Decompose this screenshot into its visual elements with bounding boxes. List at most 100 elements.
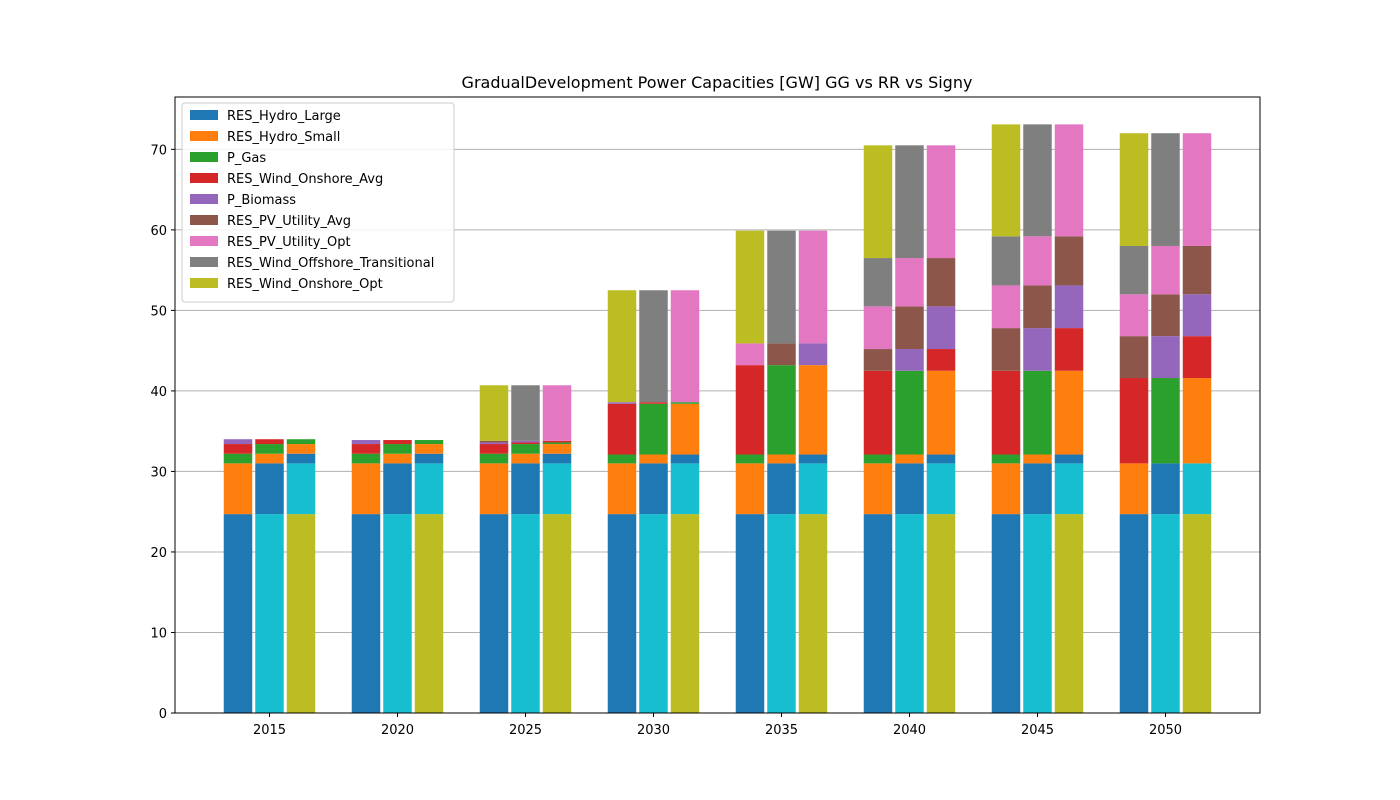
legend-label: RES_Wind_Offshore_Transitional [227,256,434,271]
legend-swatch [190,278,218,288]
y-tick-label: 0 [159,707,167,722]
bar-segment [1054,285,1084,329]
y-tick-label: 30 [150,465,167,480]
bar-segment [383,514,412,713]
bar-segment [926,514,956,713]
bar-segment [670,402,700,404]
bar-segment [1054,124,1084,237]
bar-segment [639,403,668,455]
bar-segment [479,385,509,441]
bar-segment [639,290,668,403]
bar-segment [351,463,381,515]
bar-segment [1023,454,1052,464]
x-tick-label: 2020 [381,723,414,738]
bar-group-2040 [863,145,956,713]
bar-segment [991,328,1021,371]
bar-segment [1151,133,1180,246]
bar-group-2025 [479,385,572,713]
bar-segment [542,440,572,443]
bar-group-2015 [223,439,316,713]
bar-segment [895,454,924,464]
legend-swatch [190,236,218,246]
legend-swatch [190,152,218,162]
bar-segment [639,454,668,464]
bar-segment [1182,378,1212,464]
x-tick-label: 2050 [1149,723,1182,738]
bar-segment [286,439,316,445]
bar-segment [351,514,381,713]
bar-segment [479,463,509,515]
bar-segment [286,444,316,454]
bar-segment [991,236,1021,286]
bar-segment [1151,294,1180,337]
bar-segment [735,365,765,455]
bar-segment [1182,294,1212,337]
bar-segment [414,514,444,713]
bar-segment [1182,336,1212,379]
bar-segment [607,454,637,464]
y-tick-label: 70 [150,143,167,158]
bar-segment [351,444,381,454]
bar-segment [798,454,828,464]
legend-label: RES_PV_Utility_Avg [227,214,351,229]
bar-segment [1054,454,1084,464]
x-tick-label: 2015 [253,723,286,738]
x-tick-label: 2035 [765,723,798,738]
bar-segment [863,349,893,371]
bar-segment [926,145,956,259]
bar-segment [926,349,956,371]
bar-segment [607,402,637,404]
bar-segment [414,440,444,445]
bar-segment [895,145,924,259]
bar-segment [639,514,668,713]
bar-segment [511,453,540,464]
bar-segment [414,444,444,454]
bar-segment [286,514,316,713]
x-tick-label: 2030 [637,723,670,738]
bar-segment [255,514,284,713]
bar-segment [991,463,1021,515]
bar-segment [255,439,284,445]
bar-segment [1023,463,1052,515]
bar-segment [542,453,572,464]
y-tick-label: 20 [150,546,167,561]
bar-segment [255,463,284,515]
bar-segment [991,454,1021,464]
bar-segment [1182,133,1212,246]
bar-segment [1182,514,1212,713]
bar-segment [1151,378,1180,464]
legend-label: RES_Wind_Onshore_Opt [227,277,383,292]
bar-segment [383,444,412,454]
bar-group-2030 [607,290,700,713]
bar-segment [607,290,637,403]
bar-group-2035 [735,230,828,713]
bar-segment [670,514,700,713]
bar-segment [414,463,444,515]
bar-segment [1023,124,1052,237]
bar-segment [1119,463,1149,515]
bar-segment [351,453,381,464]
bar-segment [798,514,828,713]
bar-segment [1119,336,1149,379]
legend-swatch [190,173,218,183]
bar-segment [895,306,924,350]
bar-segment [1054,328,1084,371]
bar-segment [863,258,893,307]
bar-segment [863,306,893,350]
bar-segment [1023,514,1052,713]
x-tick-label: 2025 [509,723,542,738]
y-tick-label: 60 [150,224,167,239]
bar-segment [1054,370,1084,455]
bar-segment [511,440,540,443]
y-tick-label: 50 [150,304,167,319]
bar-segment [1151,514,1180,713]
bar-segment [991,370,1021,455]
bar-segment [511,514,540,713]
bar-segment [767,343,796,366]
bar-segment [895,514,924,713]
bar-segment [798,463,828,515]
bar-segment [798,365,828,455]
bar-segment [383,463,412,515]
bar-segment [767,365,796,455]
